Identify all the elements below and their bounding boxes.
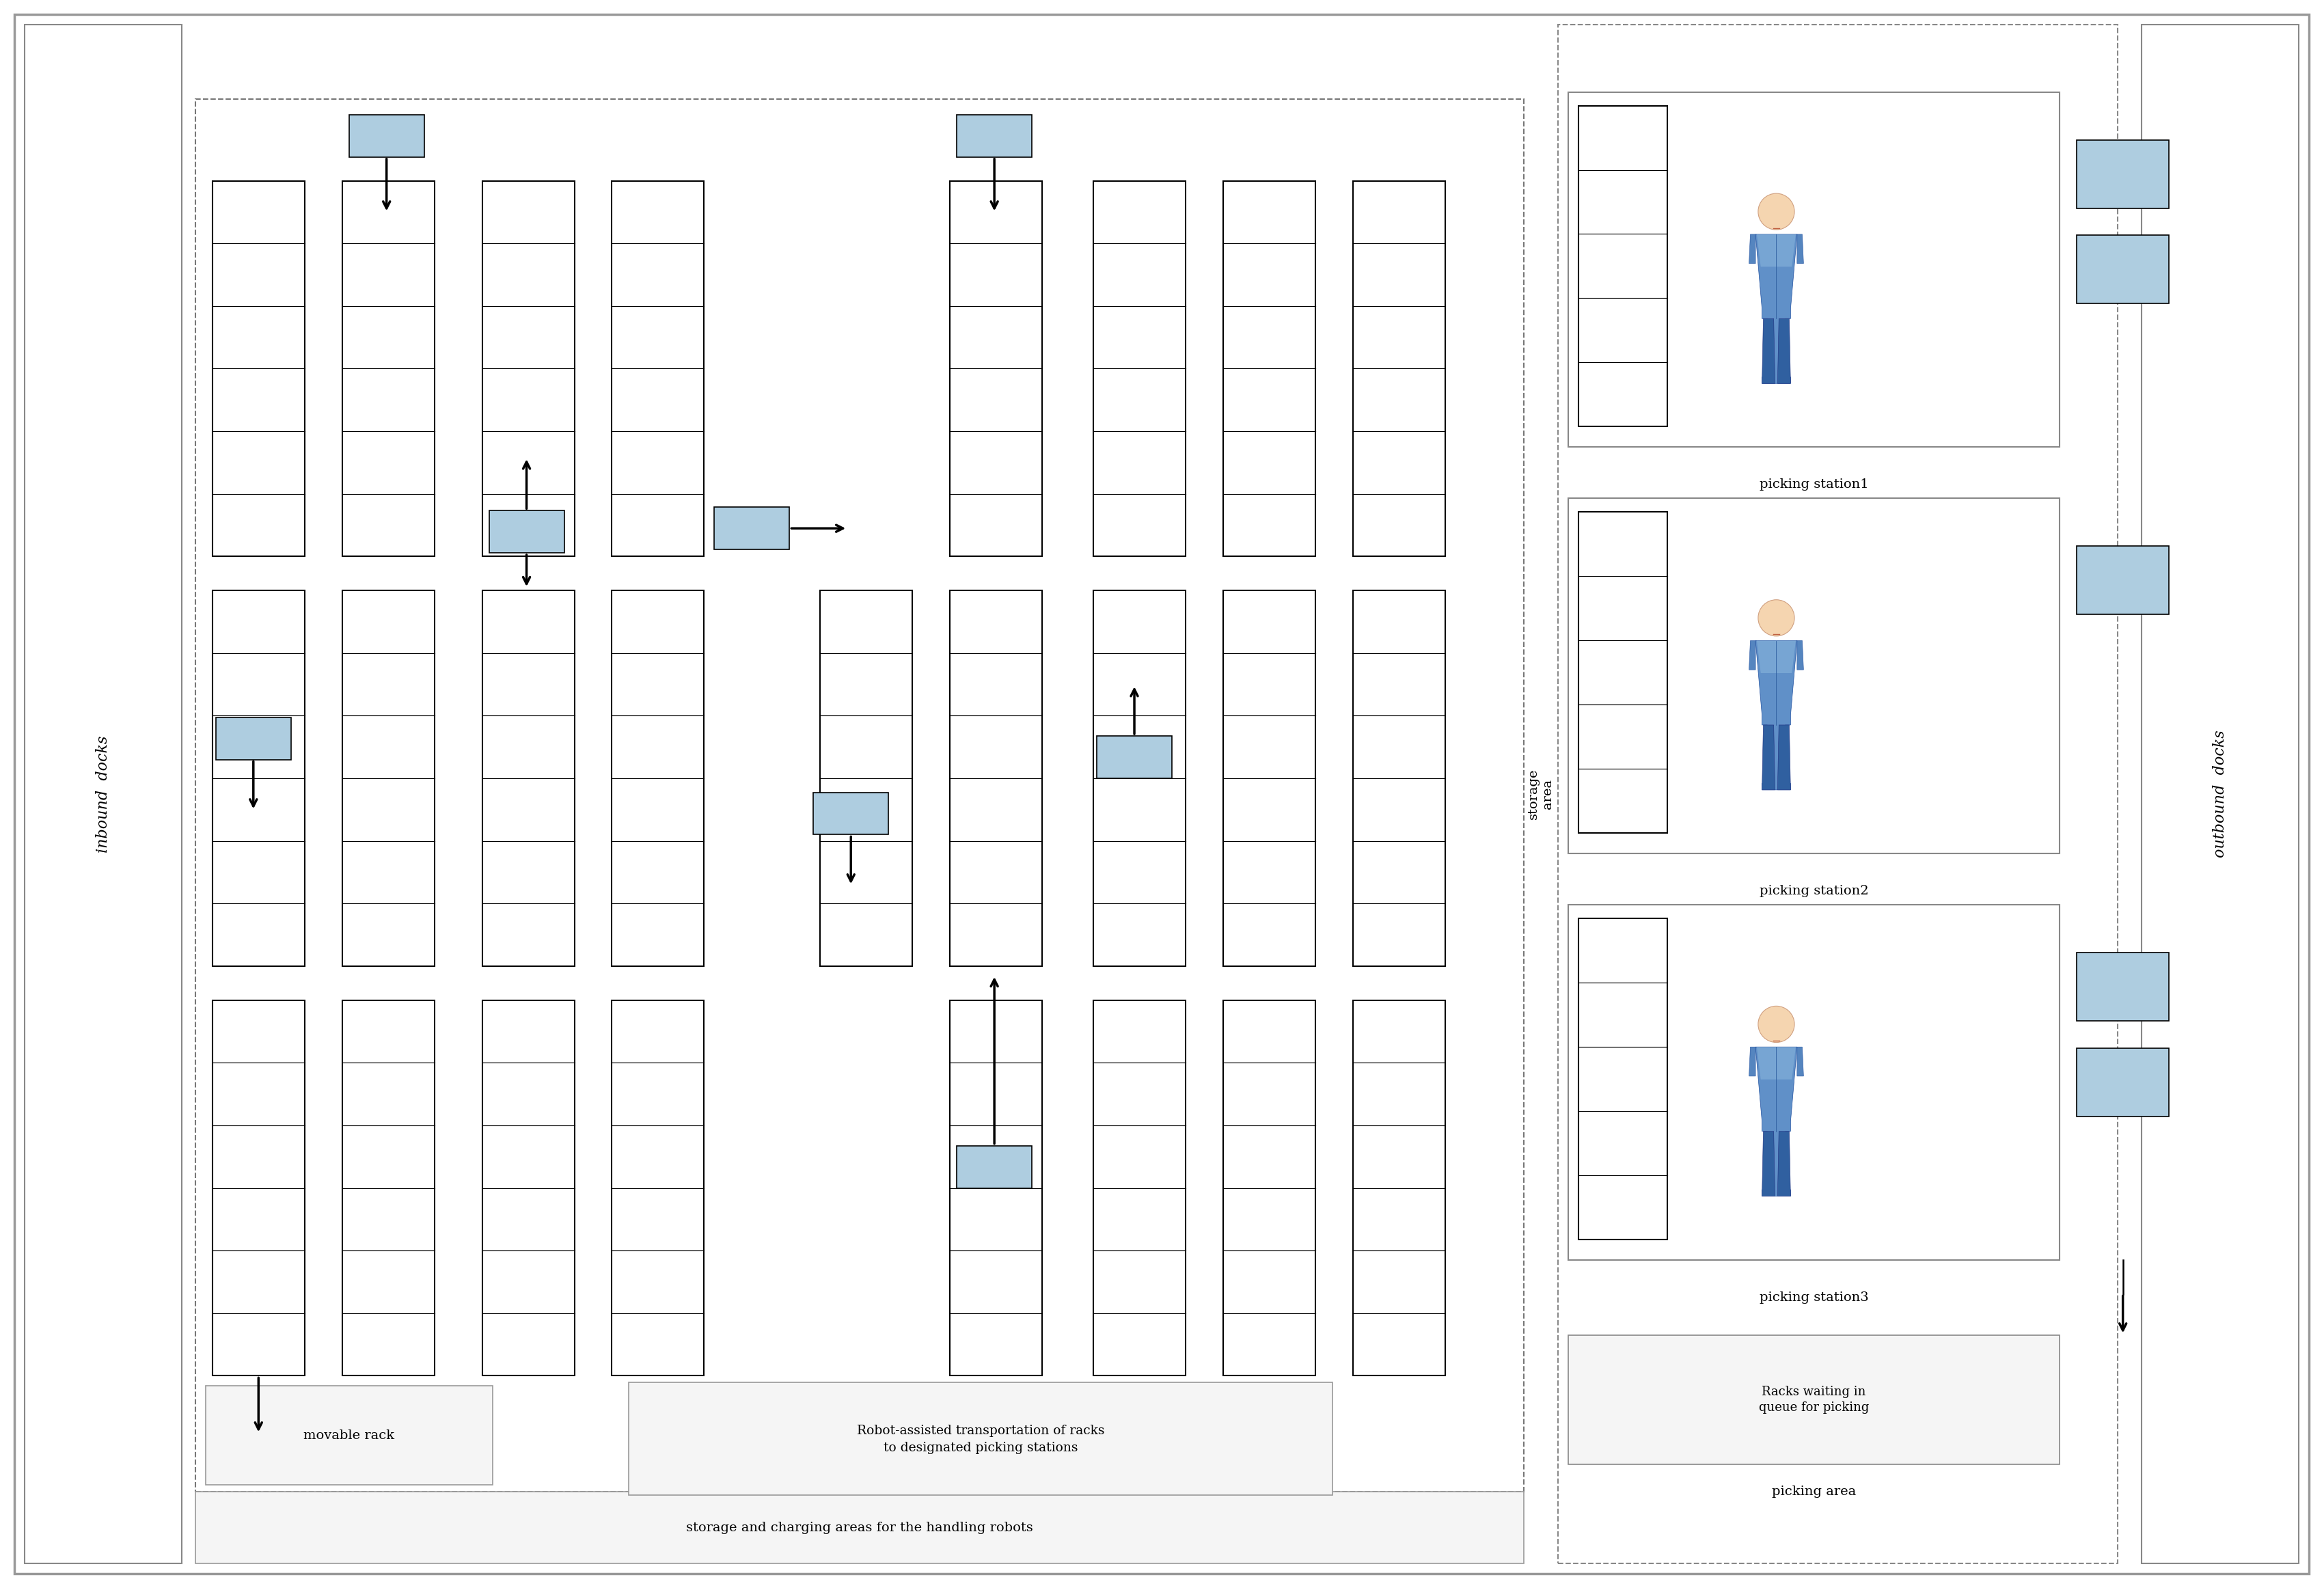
Text: storage
area: storage area <box>1527 769 1555 819</box>
Bar <box>349 114 423 157</box>
Bar <box>2143 24 2298 1564</box>
Bar <box>1569 92 2059 448</box>
Polygon shape <box>1762 1131 1776 1196</box>
Bar <box>611 1000 704 1375</box>
Bar <box>611 591 704 966</box>
Circle shape <box>1759 194 1794 230</box>
Bar <box>611 181 704 556</box>
Polygon shape <box>1762 726 1776 789</box>
Bar <box>1578 511 1666 834</box>
Polygon shape <box>1750 235 1755 264</box>
Text: picking station2: picking station2 <box>1759 885 1868 897</box>
Text: inbound  docks: inbound docks <box>95 735 112 853</box>
Bar <box>1353 1000 1446 1375</box>
Bar <box>481 1000 574 1375</box>
Bar <box>2078 1048 2168 1116</box>
Bar <box>1557 24 2117 1564</box>
Bar <box>211 1000 304 1375</box>
Polygon shape <box>1778 726 1789 789</box>
Polygon shape <box>1750 640 1755 670</box>
Bar <box>481 181 574 556</box>
Bar <box>342 591 435 966</box>
Circle shape <box>1759 600 1794 637</box>
Bar <box>1569 499 2059 853</box>
Polygon shape <box>1755 640 1796 789</box>
Polygon shape <box>1796 1046 1803 1077</box>
Bar <box>1092 591 1185 966</box>
Bar <box>2078 953 2168 1021</box>
Bar <box>1353 181 1446 556</box>
Bar <box>195 1491 1525 1564</box>
Bar <box>2078 546 2168 615</box>
Text: picking area: picking area <box>1771 1486 1857 1497</box>
Bar <box>1097 735 1171 778</box>
Text: Robot-assisted transportation of racks
to designated picking stations: Robot-assisted transportation of racks t… <box>858 1424 1104 1455</box>
Bar <box>630 1383 1332 1496</box>
Bar <box>813 792 888 835</box>
Polygon shape <box>1757 235 1796 267</box>
Bar <box>951 181 1041 556</box>
Bar <box>1569 1336 2059 1464</box>
Bar <box>820 591 913 966</box>
Bar <box>957 1145 1032 1188</box>
Bar <box>1353 591 1446 966</box>
Text: movable rack: movable rack <box>304 1429 395 1442</box>
Bar <box>1222 591 1315 966</box>
Bar <box>2078 235 2168 303</box>
Bar <box>481 591 574 966</box>
Bar <box>1222 1000 1315 1375</box>
Polygon shape <box>1750 1046 1755 1077</box>
Polygon shape <box>1778 1131 1789 1196</box>
Bar <box>1578 106 1666 427</box>
Polygon shape <box>1755 235 1796 384</box>
Bar <box>26 24 181 1564</box>
Polygon shape <box>1757 1046 1796 1080</box>
Bar <box>205 1386 493 1485</box>
Text: picking station3: picking station3 <box>1759 1291 1868 1304</box>
Text: Racks waiting in
queue for picking: Racks waiting in queue for picking <box>1759 1385 1868 1413</box>
Bar <box>342 1000 435 1375</box>
Circle shape <box>1759 1007 1794 1042</box>
Bar <box>211 181 304 556</box>
Bar <box>951 1000 1041 1375</box>
Polygon shape <box>1762 319 1776 384</box>
Bar <box>951 591 1041 966</box>
Text: outbound  docks: outbound docks <box>2212 730 2229 858</box>
Bar <box>713 507 790 549</box>
Polygon shape <box>1796 640 1803 670</box>
Bar <box>957 114 1032 157</box>
Bar <box>1578 918 1666 1239</box>
Bar <box>195 98 1525 1491</box>
Bar <box>488 511 565 553</box>
Bar <box>1092 181 1185 556</box>
Bar <box>216 718 290 759</box>
Bar <box>1569 905 2059 1259</box>
Bar <box>1222 181 1315 556</box>
Bar <box>211 591 304 966</box>
Polygon shape <box>1796 235 1803 264</box>
Bar <box>342 181 435 556</box>
Bar <box>1092 1000 1185 1375</box>
Text: picking station1: picking station1 <box>1759 478 1868 491</box>
Bar <box>2078 140 2168 208</box>
Polygon shape <box>1778 319 1789 384</box>
Text: storage and charging areas for the handling robots: storage and charging areas for the handl… <box>686 1521 1032 1534</box>
Polygon shape <box>1755 1046 1796 1196</box>
Polygon shape <box>1757 640 1796 673</box>
